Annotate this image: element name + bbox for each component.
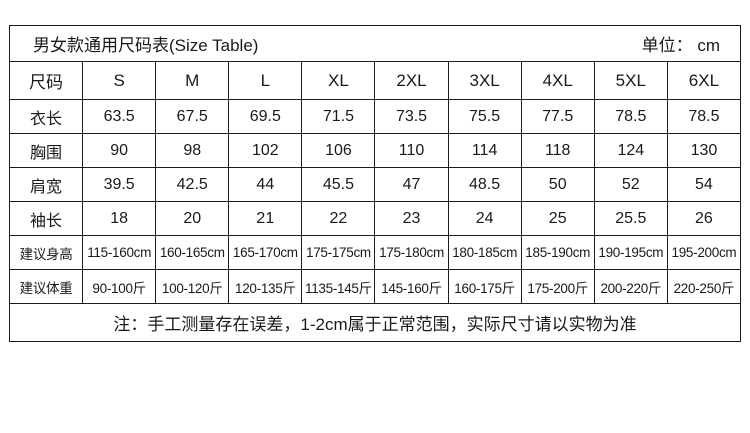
- table-cell: 75.5: [447, 99, 522, 134]
- table-cell: 44: [228, 167, 303, 202]
- column-header-l: L: [228, 61, 303, 100]
- table-cell: 160-165cm: [155, 235, 230, 270]
- table-cell: 160-175斤: [447, 269, 522, 304]
- column-header-size: 尺码: [8, 61, 84, 100]
- table-cell: 21: [228, 201, 303, 236]
- size-table: 男女款通用尺码表(Size Table) 单位： cm 尺码 S M L XL 2XL 3X…: [8, 25, 742, 342]
- table-cell: 77.5: [520, 99, 595, 134]
- row-header: 建议体重: [8, 269, 84, 304]
- column-header-xl: XL: [301, 61, 376, 100]
- size-table-body: 衣长 63.5 67.5 69.5 71.5 73.5 75.5 77.5 78.5 78.5 胸围…: [8, 99, 742, 304]
- table-cell: 73.5: [374, 99, 449, 134]
- column-header-4xl: 4XL: [520, 61, 595, 100]
- table-cell: 124: [593, 133, 668, 168]
- table-cell: 25.5: [593, 201, 668, 236]
- table-cell: 78.5: [593, 99, 668, 134]
- table-row: 肩宽 39.5 42.5 44 45.5 47 48.5 50 52 54: [8, 167, 742, 202]
- title-cell: 男女款通用尺码表(Size Table) 单位： cm: [9, 25, 741, 62]
- table-cell: 114: [447, 133, 522, 168]
- table-cell: 175-200斤: [520, 269, 595, 304]
- title-row: 男女款通用尺码表(Size Table) 单位： cm: [9, 25, 741, 62]
- table-cell: 45.5: [301, 167, 376, 202]
- unit-label: 单位： cm: [641, 36, 720, 55]
- table-cell: 47: [374, 167, 449, 202]
- column-header-3xl: 3XL: [447, 61, 522, 100]
- table-cell: 118: [520, 133, 595, 168]
- table-cell: 195-200cm: [666, 235, 742, 270]
- table-cell: 39.5: [82, 167, 157, 202]
- table-cell: 69.5: [228, 99, 303, 134]
- table-cell: 130: [666, 133, 742, 168]
- table-cell: 180-185cm: [447, 235, 522, 270]
- table-cell: 25: [520, 201, 595, 236]
- row-header: 胸围: [8, 133, 84, 168]
- table-cell: 90-100斤: [82, 269, 157, 304]
- table-cell: 120-135斤: [228, 269, 303, 304]
- table-cell: 175-180cm: [374, 235, 449, 270]
- table-cell: 18: [82, 201, 157, 236]
- title-bar: 男女款通用尺码表(Size Table) 单位： cm: [11, 31, 740, 56]
- table-cell: 20: [155, 201, 230, 236]
- table-cell: 110: [374, 133, 449, 168]
- table-cell: 165-170cm: [228, 235, 303, 270]
- table-title: 男女款通用尺码表(Size Table): [33, 36, 259, 55]
- table-cell: 145-160斤: [374, 269, 449, 304]
- table-cell: 26: [666, 201, 742, 236]
- column-header-2xl: 2XL: [374, 61, 449, 100]
- table-row: 建议体重 90-100斤 100-120斤 120-135斤 1135-145斤 145-…: [8, 269, 742, 304]
- table-cell: 67.5: [155, 99, 230, 134]
- table-cell: 54: [666, 167, 742, 202]
- table-cell: 23: [374, 201, 449, 236]
- table-row: 建议身高 115-160cm 160-165cm 165-170cm 175-175cm…: [8, 235, 742, 270]
- table-cell: 48.5: [447, 167, 522, 202]
- row-header: 肩宽: [8, 167, 84, 202]
- row-header: 袖长: [8, 201, 84, 236]
- table-cell: 115-160cm: [82, 235, 157, 270]
- table-cell: 175-175cm: [301, 235, 376, 270]
- table-cell: 22: [301, 201, 376, 236]
- table-cell: 200-220斤: [593, 269, 668, 304]
- table-cell: 185-190cm: [520, 235, 595, 270]
- table-cell: 220-250斤: [666, 269, 742, 304]
- table-cell: 42.5: [155, 167, 230, 202]
- table-cell: 1135-145斤: [301, 269, 376, 304]
- table-row: 衣长 63.5 67.5 69.5 71.5 73.5 75.5 77.5 78.5 78.5: [8, 99, 742, 134]
- table-row: 胸围 90 98 102 106 110 114 118 124 130: [8, 133, 742, 168]
- table-cell: 63.5: [82, 99, 157, 134]
- table-row: 袖长 18 20 21 22 23 24 25 25.5 26: [8, 201, 742, 236]
- note-row: 注：手工测量存在误差，1-2cm属于正常范围，实际尺寸请以实物为准: [9, 303, 741, 342]
- table-cell: 71.5: [301, 99, 376, 134]
- table-cell: 90: [82, 133, 157, 168]
- table-cell: 190-195cm: [593, 235, 668, 270]
- table-cell: 52: [593, 167, 668, 202]
- column-header-6xl: 6XL: [666, 61, 742, 100]
- table-cell: 106: [301, 133, 376, 168]
- table-cell: 98: [155, 133, 230, 168]
- row-header: 建议身高: [8, 235, 84, 270]
- measurement-note: 注：手工测量存在误差，1-2cm属于正常范围，实际尺寸请以实物为准: [9, 303, 741, 342]
- row-header: 衣长: [8, 99, 84, 134]
- column-header-5xl: 5XL: [593, 61, 668, 100]
- table-cell: 78.5: [666, 99, 742, 134]
- table-cell: 50: [520, 167, 595, 202]
- table-cell: 24: [447, 201, 522, 236]
- table-cell: 100-120斤: [155, 269, 230, 304]
- column-header-m: M: [155, 61, 230, 100]
- size-header-row: 尺码 S M L XL 2XL 3XL 4XL 5XL 6XL: [8, 61, 742, 100]
- table-cell: 102: [228, 133, 303, 168]
- column-header-s: S: [82, 61, 157, 100]
